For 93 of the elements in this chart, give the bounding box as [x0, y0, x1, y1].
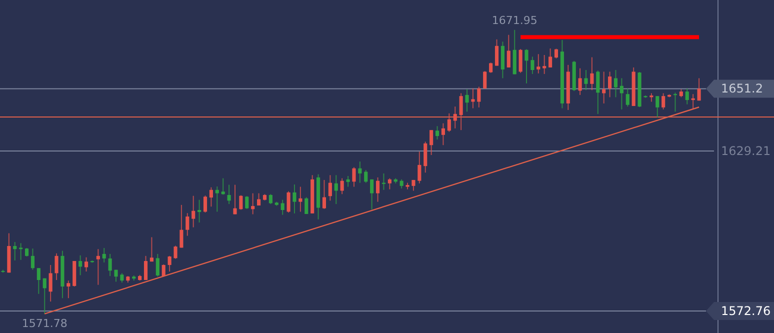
candlestick — [536, 54, 540, 74]
candlestick — [459, 92, 463, 131]
candlestick — [447, 112, 451, 132]
candlestick — [376, 176, 380, 202]
y-tick-label: 1629.21 — [721, 144, 771, 158]
candlestick — [358, 161, 362, 184]
candlestick — [215, 186, 219, 212]
candlestick — [662, 92, 666, 110]
candlestick — [477, 86, 481, 108]
candlestick — [144, 255, 148, 281]
annotation: 1671.95 — [492, 14, 538, 27]
candlestick — [500, 41, 504, 79]
candlestick — [489, 62, 493, 74]
candlestick — [251, 192, 255, 215]
candlestick — [203, 195, 208, 214]
candlestick — [84, 256, 88, 272]
candlestick — [518, 48, 522, 74]
candlestick — [388, 178, 392, 190]
candlestick — [304, 196, 308, 214]
candlestick — [614, 70, 618, 98]
candlestick — [180, 204, 184, 248]
candlestick — [554, 48, 558, 59]
candlestick — [370, 178, 374, 210]
candlestick — [620, 78, 624, 110]
candlestick — [292, 184, 296, 214]
candlestick — [430, 130, 434, 156]
candlestick — [530, 56, 534, 74]
candlestick — [168, 255, 172, 272]
candlestick — [233, 184, 237, 215]
candlestick — [590, 56, 594, 91]
candlestick — [198, 199, 202, 223]
candlestick — [465, 88, 469, 112]
candlestick — [13, 242, 17, 261]
candlestick — [608, 71, 612, 98]
candlestick — [209, 186, 213, 208]
y-tick-label: 1651.2 — [721, 82, 763, 96]
candlestick — [584, 70, 588, 91]
candlestick — [548, 48, 552, 68]
candlestick — [156, 253, 160, 278]
candlestick — [280, 199, 284, 216]
candlestick — [150, 236, 154, 262]
candlestick — [506, 34, 510, 68]
candlestick — [245, 196, 249, 210]
candlestick — [471, 88, 475, 109]
candlestick — [400, 178, 404, 189]
candlestick — [578, 68, 582, 96]
candlestick — [494, 38, 499, 66]
candlestick — [435, 126, 440, 140]
candlestick — [596, 70, 600, 114]
candlestick — [328, 174, 332, 202]
candlestick — [685, 88, 689, 105]
candlestick — [239, 194, 243, 210]
candlestick — [483, 70, 487, 90]
candlestick — [257, 192, 261, 206]
candlestick — [102, 247, 106, 263]
candlestick — [48, 264, 52, 302]
candlestick — [42, 278, 46, 314]
candlestick — [346, 175, 350, 188]
candlestick — [162, 264, 166, 278]
candlestick — [108, 253, 112, 277]
candlestick — [78, 254, 82, 276]
candlestick — [19, 242, 23, 260]
candlestick — [453, 106, 457, 129]
candlestick — [120, 272, 124, 284]
candlestick — [352, 166, 356, 188]
candlestick — [186, 212, 190, 236]
candlestick — [441, 122, 445, 146]
candlestick — [96, 248, 100, 286]
candlestick — [322, 179, 326, 210]
candlestick — [227, 184, 231, 205]
candlestick — [334, 174, 338, 205]
candlestick — [626, 88, 630, 108]
candlestick — [424, 141, 428, 174]
candlestick — [54, 252, 58, 281]
candlestick — [221, 178, 225, 196]
candlestick — [542, 54, 546, 74]
candlestick — [192, 195, 196, 228]
candlestick — [340, 178, 344, 195]
y-tick-label: 1572.76 — [721, 304, 771, 318]
candlestick — [656, 96, 660, 118]
candlestick — [418, 151, 422, 184]
candlestick — [174, 245, 178, 260]
candlestick — [364, 170, 368, 184]
candlestick — [673, 92, 678, 112]
candlestick — [286, 190, 290, 214]
annotation: 1571.78 — [22, 316, 68, 330]
candlestick — [30, 248, 35, 270]
candlestick — [36, 268, 40, 294]
candlestick — [524, 48, 528, 84]
candlestick — [298, 186, 302, 212]
candlestick — [268, 194, 272, 205]
candlestick — [66, 280, 70, 299]
candlestick — [697, 78, 701, 102]
